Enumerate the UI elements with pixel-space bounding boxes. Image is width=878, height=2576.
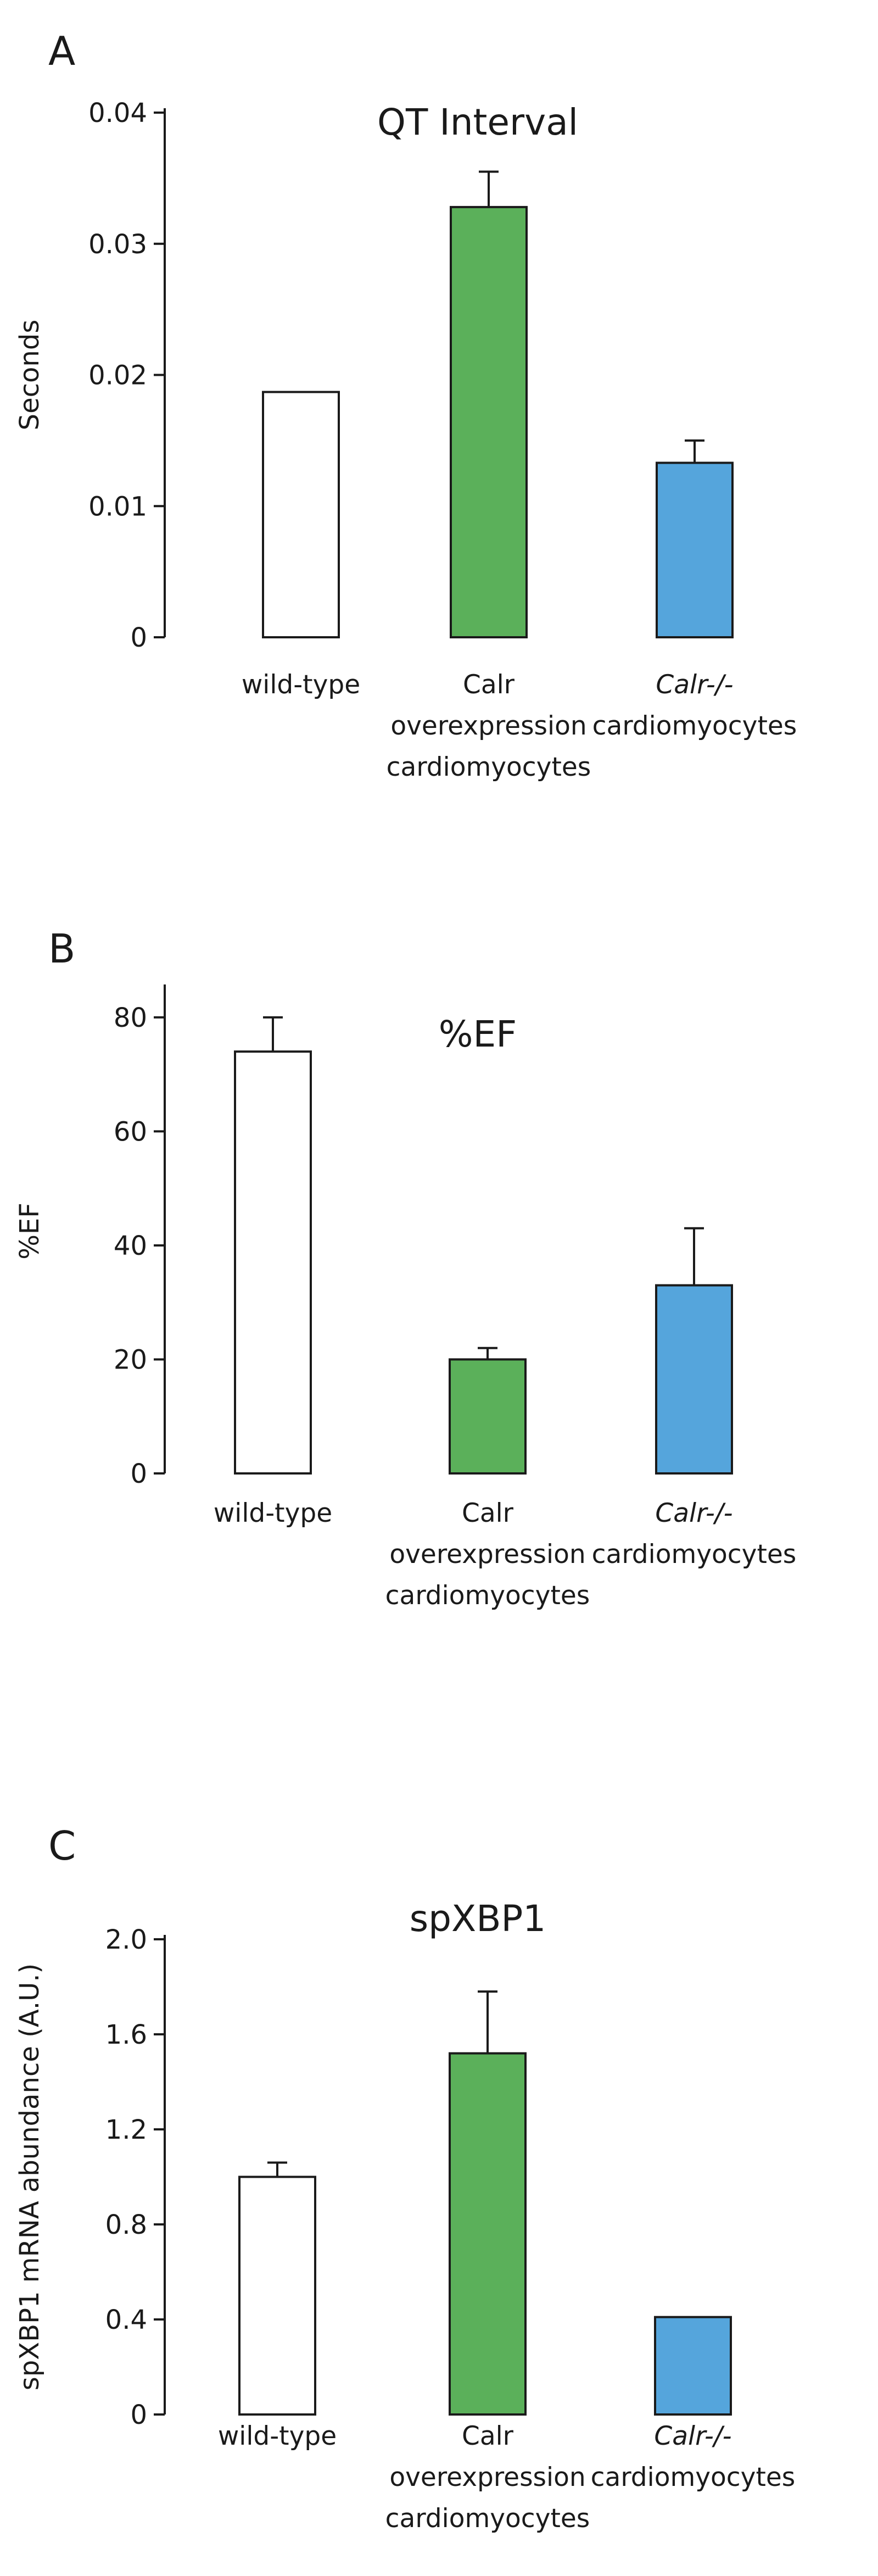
panel-letter: A (48, 28, 75, 74)
category-label: Calr (462, 2421, 514, 2451)
bar-1 (262, 391, 340, 638)
category-label: Calr-/- (656, 670, 733, 700)
category-label: cardiomyocytes (592, 1539, 797, 1570)
y-tick-label: 0 (130, 622, 147, 653)
chart-panel-b: B %EF 0 20 40 60 80 %EF wild-type Calr overexpress… (14, 926, 796, 1611)
category-label: cardiomyocytes (387, 752, 591, 782)
y-axis-label: spXBP1 mRNA abundance (A.U.) (14, 1963, 45, 2390)
bar-3 (654, 2316, 732, 2416)
category-label: Calr-/- (654, 2421, 731, 2451)
y-tick-label: 60 (114, 1116, 147, 1147)
bar-2 (450, 205, 528, 638)
y-tick-label: 80 (114, 1003, 147, 1033)
category-label: wild-type (242, 670, 360, 700)
chart-title: spXBP1 (410, 1898, 546, 1940)
category-label: overexpression (389, 1539, 585, 1570)
category-label: wild-type (214, 1498, 332, 1528)
y-tick-label: 1.6 (105, 2019, 147, 2050)
bar-3 (655, 1284, 733, 1475)
y-tick-label: 0.03 (88, 229, 147, 260)
category-label: Calr (463, 670, 515, 700)
category-label: cardiomyocytes (385, 2503, 590, 2534)
bar-1 (238, 2176, 316, 2416)
y-tick-label: 2.0 (105, 1924, 147, 1955)
bar-3 (656, 461, 734, 639)
chart-title: %EF (439, 1013, 517, 1055)
y-tick-label: 0.02 (88, 360, 147, 391)
category-label: overexpression (390, 711, 586, 741)
category-label: cardiomyocytes (385, 1581, 590, 1611)
y-axis-label: %EF (14, 1203, 45, 1260)
category-label: wild-type (218, 2421, 337, 2451)
category-label: overexpression (389, 2462, 585, 2492)
bar-2 (449, 1358, 527, 1475)
chart-title: QT Interval (377, 101, 578, 143)
y-tick-label: 0.8 (105, 2210, 147, 2240)
panel-letter: B (48, 926, 75, 972)
y-axis-label: Seconds (14, 320, 45, 431)
panel-letter: C (48, 1823, 76, 1869)
chart-panel-a: A QT Interval 0 0.01 0.02 0.03 0.04 Seconds wild… (14, 28, 797, 782)
bar-2 (449, 2052, 527, 2416)
category-label: cardiomyocytes (591, 2462, 796, 2492)
y-tick-label: 20 (114, 1344, 147, 1375)
category-label: Calr-/- (655, 1498, 732, 1528)
y-tick-label: 0.4 (105, 2305, 147, 2335)
bar-1 (234, 1050, 312, 1475)
y-tick-label: 0 (130, 2400, 147, 2430)
category-label: cardiomyocytes (592, 711, 797, 741)
y-tick-label: 1.2 (105, 2115, 147, 2145)
y-tick-label: 0 (130, 1459, 147, 1489)
y-tick-label: 0.04 (88, 98, 147, 129)
y-tick-label: 0.01 (88, 491, 147, 522)
y-tick-label: 40 (114, 1231, 147, 1261)
category-label: Calr (462, 1498, 514, 1528)
